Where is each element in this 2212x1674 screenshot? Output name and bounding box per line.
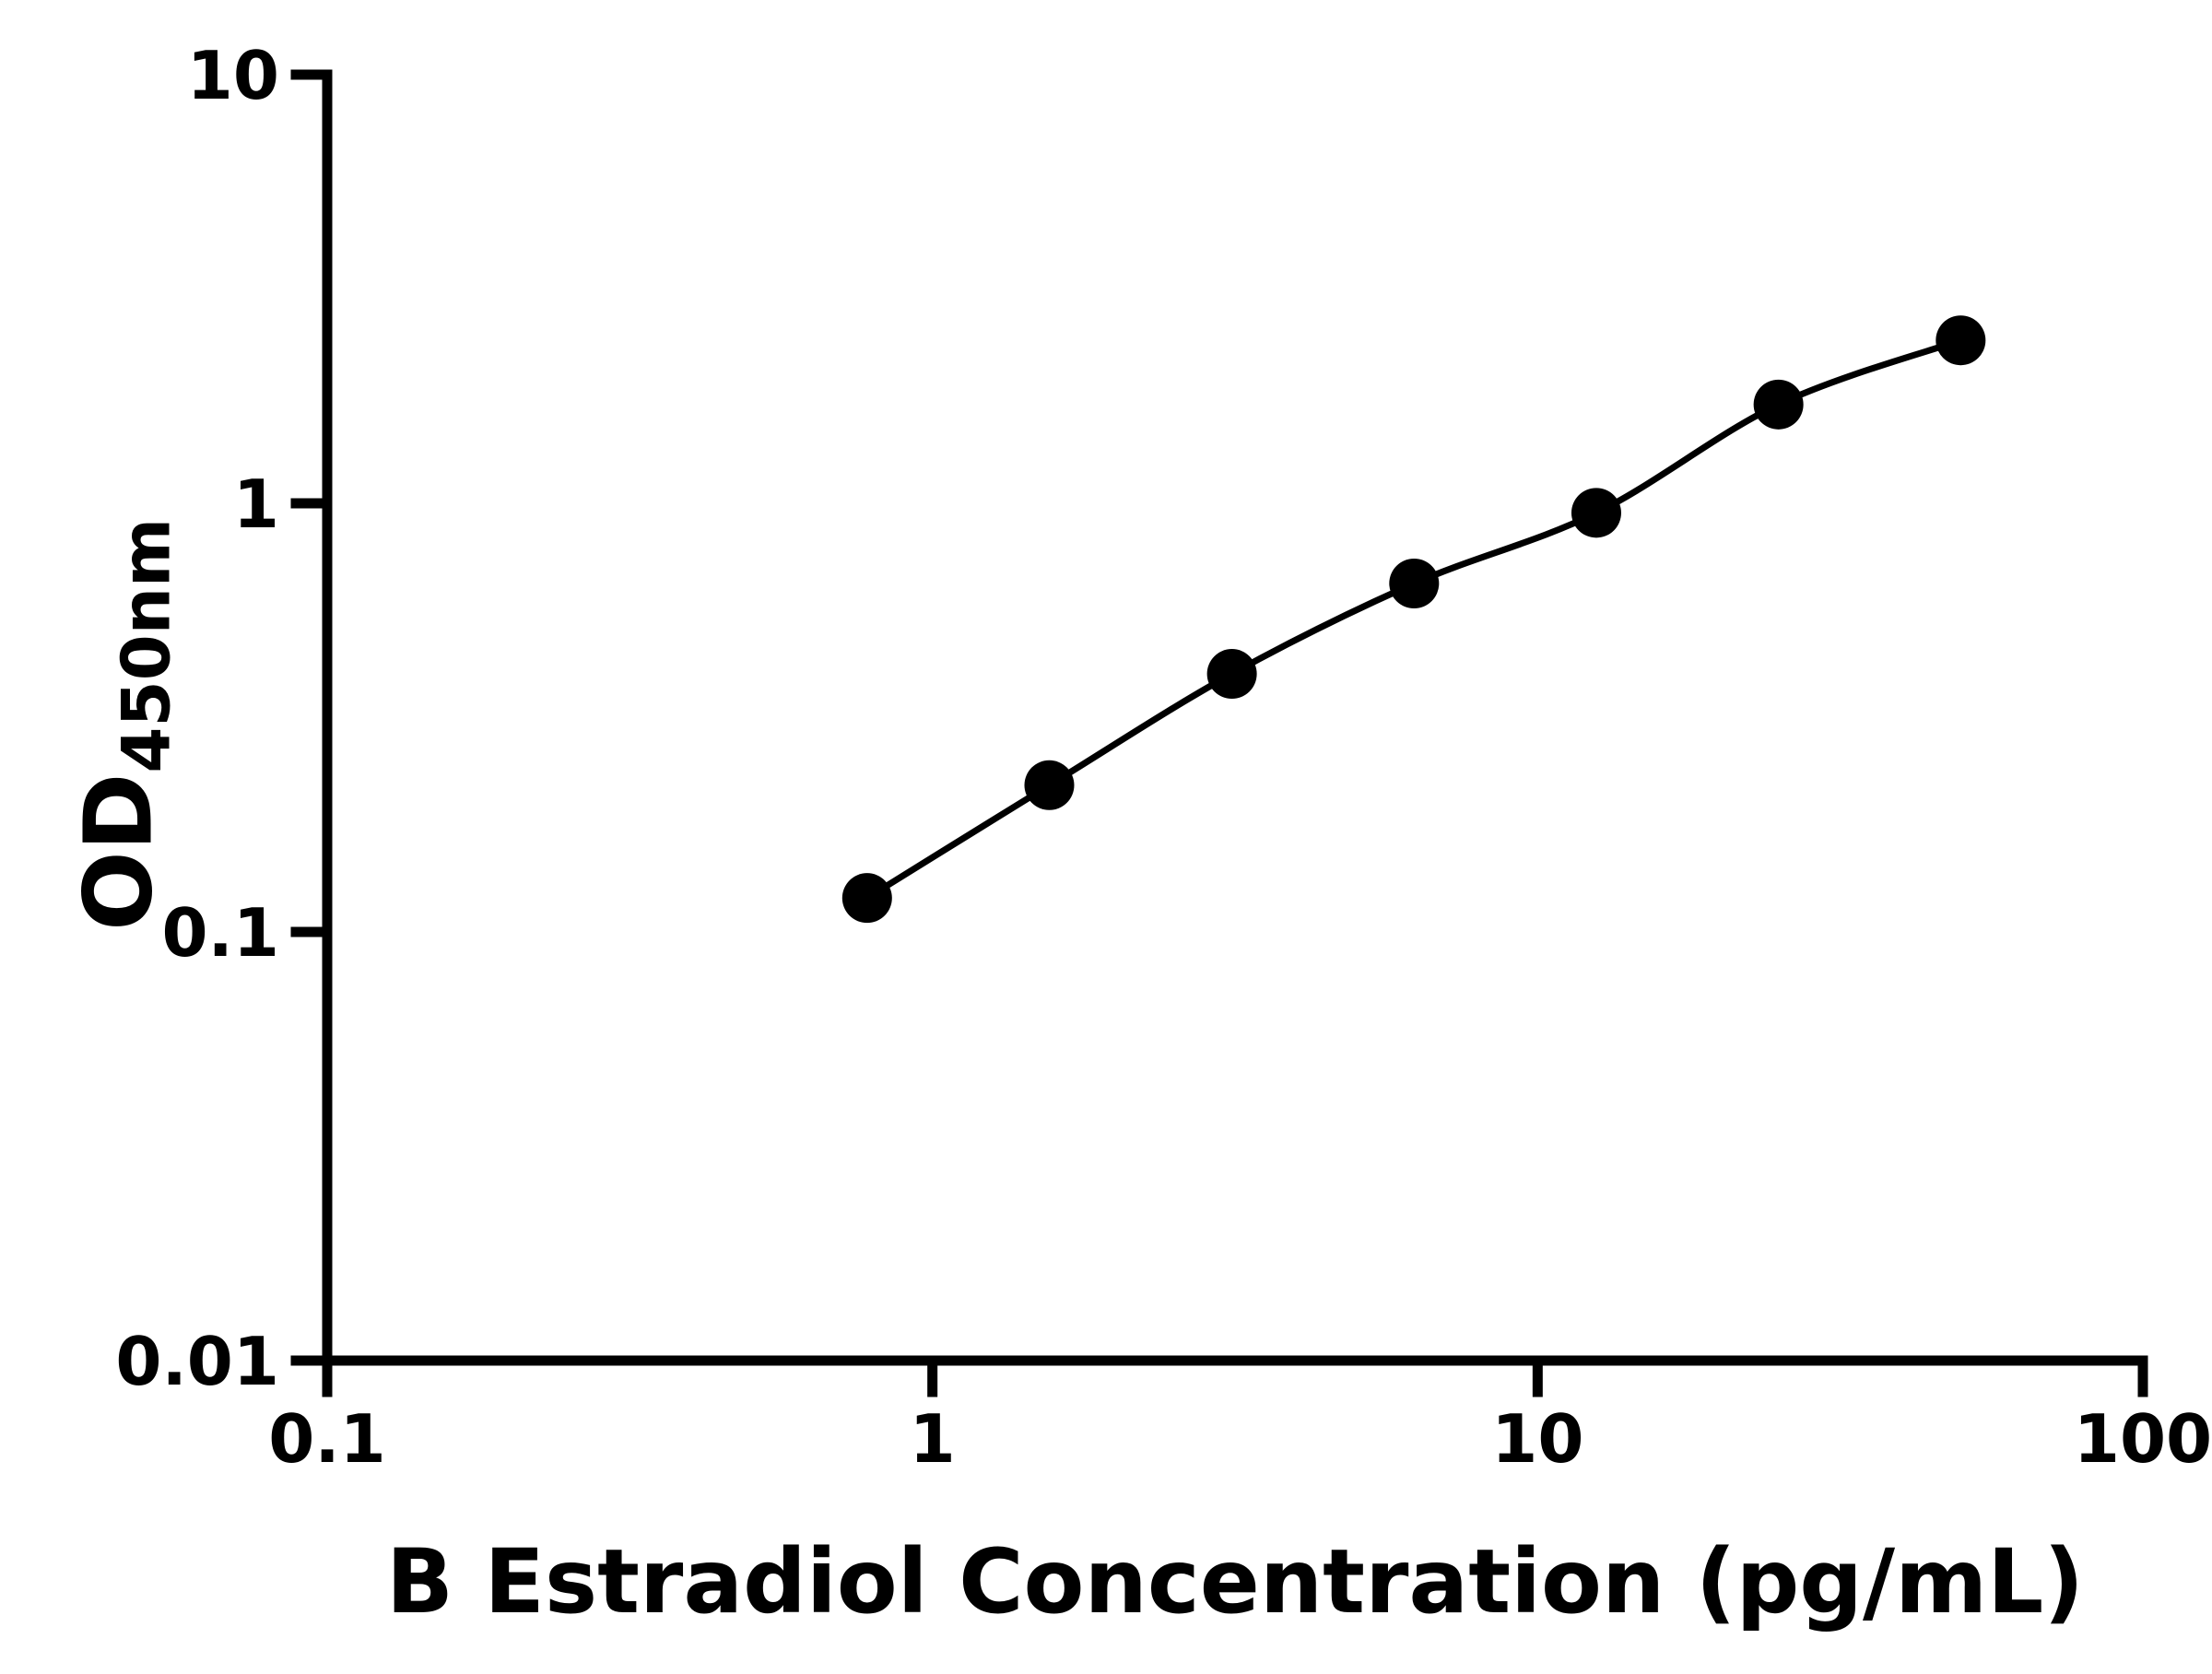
data-point-5 xyxy=(1753,379,1804,430)
y-axis-tick-label: 0.1 xyxy=(161,894,279,972)
y-axis-title-main: OD xyxy=(64,772,174,931)
x-axis-title: B Estradiol Concentration (pg/mL) xyxy=(385,1530,2085,1633)
y-axis-title-subscript: 450nm xyxy=(107,518,185,773)
data-point-2 xyxy=(1206,649,1257,700)
elisa-standard-curve-figure: 0.01 0.1 1 10 0.1 1 10 100 B Estradiol Concentr… xyxy=(37,15,2212,1674)
y-axis-tick-label: 1 xyxy=(233,466,279,543)
y-axis-title: OD450nm xyxy=(65,518,185,931)
x-axis-tick-label: 0.1 xyxy=(268,1400,386,1478)
data-point-0 xyxy=(841,873,892,924)
data-point-3 xyxy=(1389,558,1440,608)
data-point-4 xyxy=(1571,488,1621,538)
y-axis-tick-label: 0.01 xyxy=(115,1323,279,1400)
data-point-6 xyxy=(1936,315,1986,366)
y-axis-tick-label: 10 xyxy=(187,37,279,114)
x-axis-tick-label: 1 xyxy=(910,1400,956,1478)
x-axis-tick-label: 100 xyxy=(2074,1400,2212,1478)
data-point-1 xyxy=(1024,760,1075,810)
x-axis-tick-label: 10 xyxy=(1491,1400,1583,1478)
standard-curve-line xyxy=(865,336,1962,902)
